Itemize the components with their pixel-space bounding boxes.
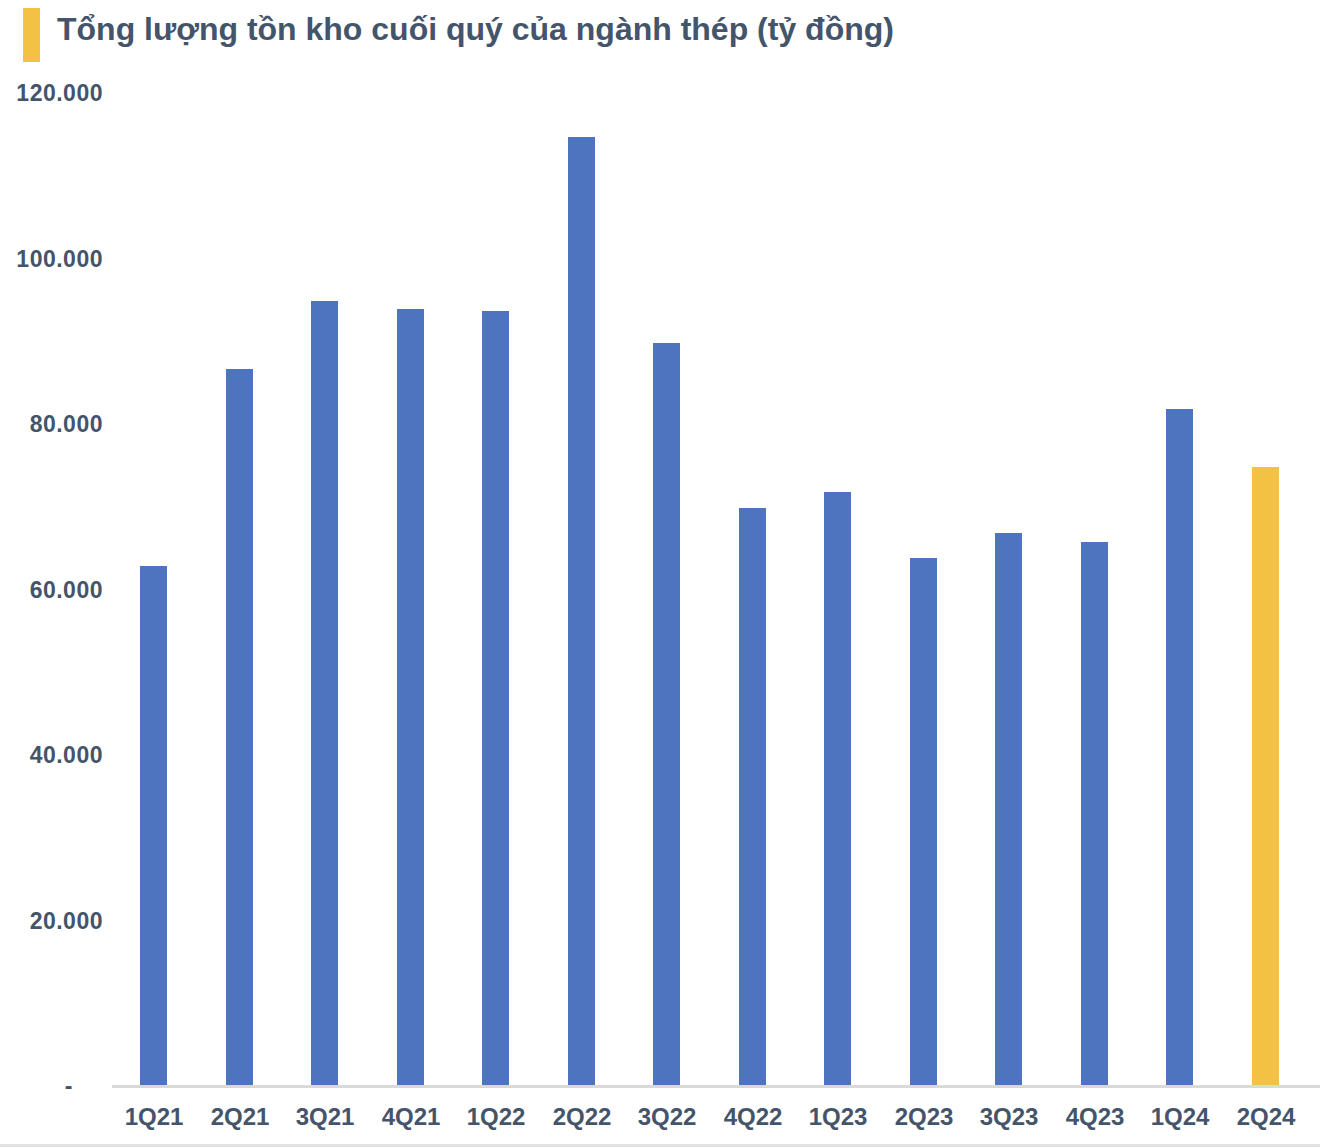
y-tick-label-80000: 80.000 [0,410,103,438]
x-tick-label-2q21: 2Q21 [197,1103,283,1131]
bar-4q21 [397,309,424,1086]
bar-3q22 [653,343,680,1086]
bar-4q23 [1081,542,1108,1086]
x-axis-line [112,1085,1320,1088]
x-tick-label-2q24: 2Q24 [1223,1103,1309,1131]
y-tick-label-0: - [0,1072,103,1100]
x-tick-label-3q23: 3Q23 [966,1103,1052,1131]
bar-3q23 [995,533,1022,1086]
x-tick-label-1q22: 1Q22 [453,1103,539,1131]
bar-2q23 [910,558,937,1086]
bottom-separator-line [0,1144,1320,1147]
bar-2q21 [226,369,253,1086]
x-tick-label-2q23: 2Q23 [881,1103,967,1131]
bar-2q24 [1252,467,1279,1086]
bar-2q22 [568,137,595,1086]
chart-canvas: Tổng lượng tồn kho cuối quý của ngành th… [0,0,1320,1148]
x-tick-label-4q21: 4Q21 [368,1103,454,1131]
bar-1q21 [140,566,167,1086]
y-tick-label-60000: 60.000 [0,576,103,604]
title-accent-bar [23,8,40,62]
x-tick-label-4q23: 4Q23 [1052,1103,1138,1131]
x-tick-label-1q24: 1Q24 [1137,1103,1223,1131]
x-tick-label-1q23: 1Q23 [795,1103,881,1131]
bar-1q22 [482,311,509,1086]
bar-1q23 [824,492,851,1086]
x-tick-label-3q22: 3Q22 [624,1103,710,1131]
chart-title: Tổng lượng tồn kho cuối quý của ngành th… [57,11,894,48]
y-tick-label-40000: 40.000 [0,741,103,769]
y-tick-label-120000: 120.000 [0,79,103,107]
x-tick-label-1q21: 1Q21 [111,1103,197,1131]
x-tick-label-3q21: 3Q21 [282,1103,368,1131]
y-tick-label-100000: 100.000 [0,245,103,273]
x-tick-label-2q22: 2Q22 [539,1103,625,1131]
bar-3q21 [311,301,338,1086]
x-tick-label-4q22: 4Q22 [710,1103,796,1131]
y-tick-label-20000: 20.000 [0,907,103,935]
bar-4q22 [739,508,766,1086]
bar-1q24 [1166,409,1193,1086]
